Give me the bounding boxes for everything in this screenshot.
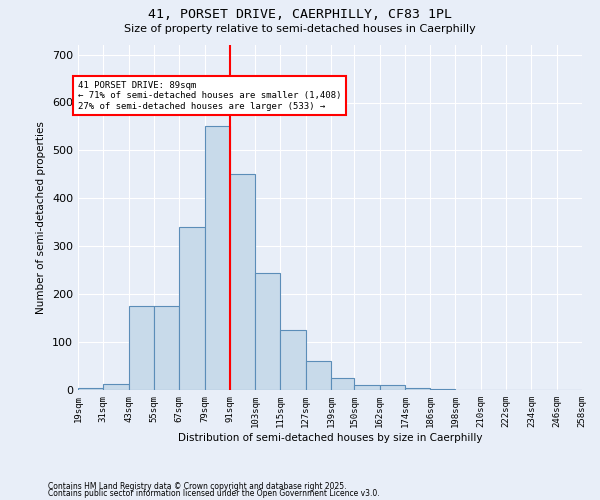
Bar bbox=[179, 227, 205, 390]
Bar bbox=[405, 388, 430, 390]
Text: Contains HM Land Registry data © Crown copyright and database right 2025.: Contains HM Land Registry data © Crown c… bbox=[48, 482, 347, 491]
Bar bbox=[354, 385, 380, 390]
Bar bbox=[280, 330, 306, 390]
Y-axis label: Number of semi-detached properties: Number of semi-detached properties bbox=[37, 121, 46, 314]
Bar bbox=[331, 378, 354, 390]
Bar bbox=[306, 361, 331, 390]
Text: Size of property relative to semi-detached houses in Caerphilly: Size of property relative to semi-detach… bbox=[124, 24, 476, 34]
X-axis label: Distribution of semi-detached houses by size in Caerphilly: Distribution of semi-detached houses by … bbox=[178, 432, 482, 442]
Text: 41 PORSET DRIVE: 89sqm
← 71% of semi-detached houses are smaller (1,408)
27% of : 41 PORSET DRIVE: 89sqm ← 71% of semi-det… bbox=[78, 81, 341, 110]
Bar bbox=[154, 306, 179, 390]
Bar bbox=[205, 126, 230, 390]
Bar bbox=[128, 306, 154, 390]
Bar bbox=[430, 389, 455, 390]
Bar bbox=[255, 272, 280, 390]
Text: 41, PORSET DRIVE, CAERPHILLY, CF83 1PL: 41, PORSET DRIVE, CAERPHILLY, CF83 1PL bbox=[148, 8, 452, 20]
Bar bbox=[230, 174, 255, 390]
Bar bbox=[380, 385, 405, 390]
Bar bbox=[78, 388, 103, 390]
Text: Contains public sector information licensed under the Open Government Licence v3: Contains public sector information licen… bbox=[48, 489, 380, 498]
Bar bbox=[103, 384, 128, 390]
